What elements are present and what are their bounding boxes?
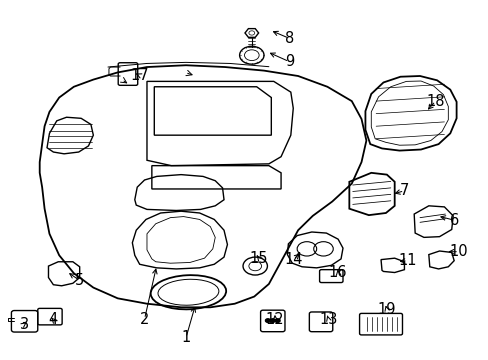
Text: 16: 16 [328,265,346,280]
Text: 15: 15 [249,251,268,266]
Text: 6: 6 [448,213,458,228]
Text: 12: 12 [265,312,284,327]
Text: 8: 8 [284,31,293,46]
Circle shape [265,319,270,322]
Text: 2: 2 [140,312,149,327]
Text: 19: 19 [377,302,395,317]
Text: 18: 18 [426,94,444,109]
Text: 1: 1 [181,330,190,345]
Text: 17: 17 [130,68,149,83]
Text: 14: 14 [284,252,302,267]
Text: 9: 9 [284,54,293,69]
Text: 5: 5 [75,273,84,288]
Text: 7: 7 [399,183,408,198]
Text: 11: 11 [398,253,416,268]
Text: 3: 3 [20,317,29,332]
Circle shape [275,319,280,322]
Text: 13: 13 [319,312,337,327]
Circle shape [270,319,275,322]
Text: 10: 10 [449,244,468,259]
Text: 4: 4 [49,312,58,327]
